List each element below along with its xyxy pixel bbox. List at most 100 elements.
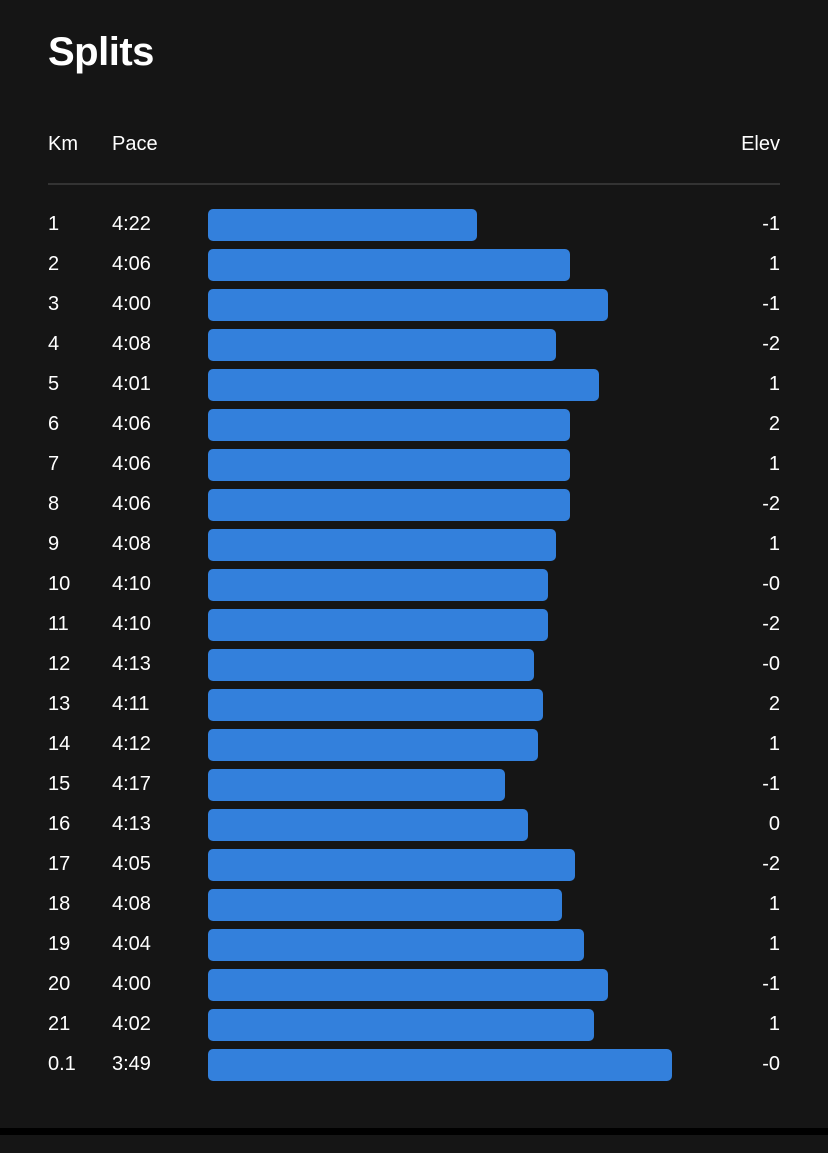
split-pace: 4:08 [112, 533, 151, 555]
split-pace-bar [208, 289, 608, 321]
split-pace-bar [208, 329, 556, 361]
split-elev: -1 [762, 213, 780, 235]
split-pace-bar [208, 849, 575, 881]
elev-column-header: Elev [741, 133, 780, 155]
split-row: 10 4:10 -0 [48, 564, 780, 604]
split-pace: 4:08 [112, 893, 151, 915]
split-pace-bar [208, 529, 556, 561]
split-pace-bar [208, 409, 570, 441]
split-elev: -1 [762, 973, 780, 995]
km-column-header: Km [48, 133, 78, 155]
split-row: 5 4:01 1 [48, 364, 780, 404]
splits-list: 1 4:22 -1 2 4:06 1 3 4:00 -1 4 4:08 -2 5 4:01 1 6 4:06 2 7… [48, 204, 780, 1084]
split-elev: -2 [762, 333, 780, 355]
split-row: 18 4:08 1 [48, 884, 780, 924]
split-km: 19 [48, 933, 71, 955]
split-elev: 1 [768, 1013, 780, 1035]
split-pace-bar [208, 1009, 594, 1041]
split-pace: 4:06 [112, 453, 151, 475]
split-elev: 0 [768, 813, 780, 835]
split-pace-bar [208, 449, 570, 481]
split-km: 0.1 [48, 1053, 76, 1075]
split-km: 8 [48, 493, 60, 515]
split-pace-bar [208, 609, 548, 641]
split-pace: 4:06 [112, 253, 151, 275]
split-pace-bar [208, 209, 477, 241]
split-pace: 4:10 [112, 573, 151, 595]
split-pace: 4:02 [112, 1013, 151, 1035]
splits-header: Km Pace Elev [48, 130, 780, 158]
split-km: 18 [48, 893, 71, 915]
header-divider [48, 183, 780, 185]
split-row: 7 4:06 1 [48, 444, 780, 484]
split-pace-bar [208, 369, 599, 401]
split-pace-bar [208, 649, 534, 681]
split-elev: 1 [768, 253, 780, 275]
split-elev: 1 [768, 533, 780, 555]
split-pace: 4:08 [112, 333, 151, 355]
split-row: 21 4:02 1 [48, 1004, 780, 1044]
split-pace-bar [208, 929, 584, 961]
split-km: 16 [48, 813, 71, 835]
pace-column-header: Pace [112, 133, 158, 155]
split-pace: 4:00 [112, 973, 151, 995]
split-elev: 1 [768, 893, 780, 915]
split-pace: 4:17 [112, 773, 151, 795]
split-row: 2 4:06 1 [48, 244, 780, 284]
split-km: 3 [48, 293, 60, 315]
split-km: 2 [48, 253, 60, 275]
split-km: 5 [48, 373, 60, 395]
split-km: 11 [48, 613, 69, 635]
split-elev: 1 [768, 933, 780, 955]
split-km: 15 [48, 773, 71, 795]
split-pace: 4:05 [112, 853, 151, 875]
split-pace: 4:10 [112, 613, 151, 635]
split-pace-bar [208, 969, 608, 1001]
split-row: 0.1 3:49 -0 [48, 1044, 780, 1084]
split-pace-bar [208, 889, 562, 921]
split-row: 17 4:05 -2 [48, 844, 780, 884]
split-row: 15 4:17 -1 [48, 764, 780, 804]
split-pace: 4:06 [112, 413, 151, 435]
split-row: 9 4:08 1 [48, 524, 780, 564]
split-row: 12 4:13 -0 [48, 644, 780, 684]
page-title: Splits [48, 30, 154, 74]
split-km: 6 [48, 413, 60, 435]
split-row: 11 4:10 -2 [48, 604, 780, 644]
split-elev: 1 [768, 453, 780, 475]
split-row: 6 4:06 2 [48, 404, 780, 444]
split-pace: 4:00 [112, 293, 151, 315]
split-pace: 4:13 [112, 813, 151, 835]
split-pace: 4:13 [112, 653, 151, 675]
split-pace: 4:11 [112, 693, 150, 715]
split-row: 19 4:04 1 [48, 924, 780, 964]
split-elev: -2 [762, 613, 780, 635]
split-km: 21 [48, 1013, 71, 1035]
split-pace: 4:22 [112, 213, 151, 235]
split-row: 14 4:12 1 [48, 724, 780, 764]
split-pace: 4:12 [112, 733, 151, 755]
split-elev: 2 [768, 413, 780, 435]
split-km: 17 [48, 853, 71, 875]
split-elev: 1 [768, 733, 780, 755]
split-km: 10 [48, 573, 71, 595]
split-pace: 4:01 [112, 373, 151, 395]
split-pace-bar [208, 729, 538, 761]
split-row: 4 4:08 -2 [48, 324, 780, 364]
split-row: 3 4:00 -1 [48, 284, 780, 324]
split-elev: -2 [762, 493, 780, 515]
split-elev: 2 [768, 693, 780, 715]
split-elev: -1 [762, 293, 780, 315]
split-km: 12 [48, 653, 71, 675]
split-pace-bar [208, 569, 548, 601]
split-km: 9 [48, 533, 60, 555]
split-row: 13 4:11 2 [48, 684, 780, 724]
split-elev: -1 [762, 773, 780, 795]
split-km: 1 [48, 213, 60, 235]
bottom-separator [0, 1128, 828, 1135]
split-pace: 4:06 [112, 493, 151, 515]
split-row: 1 4:22 -1 [48, 204, 780, 244]
split-elev: -2 [762, 853, 780, 875]
split-km: 13 [48, 693, 71, 715]
split-row: 16 4:13 0 [48, 804, 780, 844]
